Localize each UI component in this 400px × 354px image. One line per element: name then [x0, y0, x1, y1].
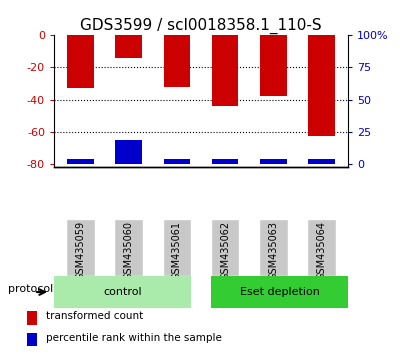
Text: percentile rank within the sample: percentile rank within the sample: [46, 333, 222, 343]
Text: GSM435064: GSM435064: [316, 221, 326, 280]
Bar: [114, 219, 143, 276]
Bar: [211, 276, 348, 308]
Bar: [212, 159, 238, 164]
Bar: [259, 219, 288, 276]
Text: transformed count: transformed count: [46, 312, 144, 321]
Bar: [116, 139, 142, 164]
Bar: [164, 159, 190, 164]
Text: control: control: [103, 287, 142, 297]
Bar: [54, 276, 191, 308]
Text: Eset depletion: Eset depletion: [240, 287, 319, 297]
Bar: [260, 35, 286, 96]
Bar: [308, 35, 335, 136]
Bar: [211, 219, 239, 276]
Title: GDS3599 / scl0018358.1_110-S: GDS3599 / scl0018358.1_110-S: [80, 18, 322, 34]
Bar: [66, 219, 95, 276]
Text: GSM435063: GSM435063: [268, 221, 278, 280]
Bar: [27, 333, 37, 346]
Bar: [27, 312, 37, 325]
Bar: [260, 159, 286, 164]
Bar: [67, 35, 94, 88]
Text: GSM435059: GSM435059: [76, 221, 86, 280]
Bar: [212, 35, 238, 106]
Text: protocol: protocol: [8, 284, 53, 293]
Text: GSM435060: GSM435060: [124, 221, 134, 280]
Bar: [116, 35, 142, 58]
Text: GSM435061: GSM435061: [172, 221, 182, 280]
Bar: [307, 219, 336, 276]
Bar: [67, 159, 94, 164]
Bar: [164, 35, 190, 87]
Text: GSM435062: GSM435062: [220, 221, 230, 280]
Bar: [163, 219, 191, 276]
Bar: [308, 159, 335, 164]
